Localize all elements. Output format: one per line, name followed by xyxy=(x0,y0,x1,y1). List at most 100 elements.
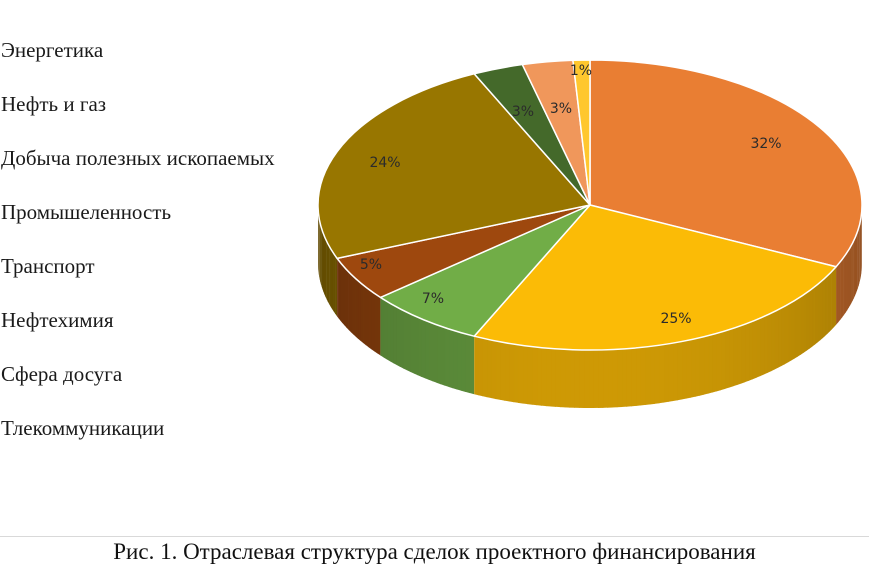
pie-wall-2 xyxy=(421,318,426,379)
pie-wall-1 xyxy=(781,306,785,367)
pie-wall-0 xyxy=(854,235,857,296)
pie-wall-1 xyxy=(672,342,678,402)
pie-wall-1 xyxy=(685,339,692,399)
pie-wall-1 xyxy=(486,339,492,399)
pie-wall-3 xyxy=(374,293,378,354)
pie-wall-4 xyxy=(327,243,330,305)
pie-wall-1 xyxy=(814,284,818,345)
pie-wall-1 xyxy=(593,349,599,408)
slice-label-0: 32% xyxy=(750,136,781,152)
pie-wall-1 xyxy=(545,348,552,407)
pie-wall-2 xyxy=(465,333,470,394)
pie-wall-3 xyxy=(340,262,343,324)
pie-wall-1 xyxy=(621,348,627,408)
pie-wall-1 xyxy=(583,349,590,408)
pie-wall-2 xyxy=(410,313,415,374)
pie-wall-1 xyxy=(541,347,547,407)
pie-wall-1 xyxy=(777,307,782,368)
pie-wall-3 xyxy=(360,282,364,344)
pie-wall-4 xyxy=(320,226,322,288)
pie-wall-1 xyxy=(806,290,810,351)
pie-wall-1 xyxy=(612,349,618,408)
slice-label-7: 1% xyxy=(570,63,592,79)
pie-wall-1 xyxy=(536,347,542,406)
pie-wall-1 xyxy=(474,336,479,396)
pie-wall-1 xyxy=(495,340,501,400)
pie-wall-1 xyxy=(752,319,757,380)
pie-wall-1 xyxy=(667,343,674,402)
pie-wall-1 xyxy=(829,271,832,332)
pie-wall-1 xyxy=(644,346,651,406)
pie-wall-1 xyxy=(724,329,730,390)
pie-wall-2 xyxy=(456,331,462,391)
pie-wall-0 xyxy=(859,220,861,282)
pie-wall-1 xyxy=(588,349,594,408)
pie-wall-4 xyxy=(335,255,338,317)
pie-wall-2 xyxy=(399,308,404,369)
pie-wall-1 xyxy=(499,341,506,401)
figure-caption: Рис. 1. Отраслевая структура сделок прое… xyxy=(113,539,756,564)
legend-entry-industry: Промышеленность xyxy=(1,200,172,224)
pie-wall-2 xyxy=(403,310,408,371)
legend-entry-telecom: Тлекоммуникации xyxy=(1,416,165,440)
pie-wall-1 xyxy=(513,344,519,403)
pie-wall-1 xyxy=(716,332,722,392)
pie-wall-2 xyxy=(383,299,388,360)
pie-wall-1 xyxy=(833,266,837,328)
pie-wall-1 xyxy=(800,294,804,355)
pie-wall-1 xyxy=(767,313,772,374)
pie-wall-0 xyxy=(838,261,841,323)
pie-wall-3 xyxy=(371,291,375,352)
pie-wall-0 xyxy=(849,244,852,306)
pie-chart: 32% 25% 7% 5% 24% 3% 3% 1% xyxy=(317,59,863,408)
slice-label-3: 5% xyxy=(360,257,382,273)
pie-wall-1 xyxy=(681,340,687,400)
pie-wall-0 xyxy=(845,252,848,313)
pie-wall-1 xyxy=(527,346,533,405)
pie-wall-1 xyxy=(508,343,515,403)
pie-wall-0 xyxy=(857,227,859,289)
pie-wall-1 xyxy=(663,343,669,403)
pie-wall-1 xyxy=(555,348,561,408)
pie-wall-1 xyxy=(703,335,709,395)
legend-entry-petrochemistry: Нефтехимия xyxy=(1,308,114,332)
pie-wall-1 xyxy=(550,348,556,407)
pie-wall-1 xyxy=(822,277,826,339)
slice-label-5: 3% xyxy=(512,104,534,120)
pie-wall-1 xyxy=(811,286,815,347)
pie-wall-2 xyxy=(444,327,450,388)
chart-legend: Энергетика Нефть и газ Добыча полезных и… xyxy=(0,0,310,460)
slice-label-1: 25% xyxy=(660,311,691,327)
pie-wall-1 xyxy=(626,348,632,407)
pie-wall-1 xyxy=(574,349,580,408)
pie-wall-1 xyxy=(607,349,613,408)
pie-wall-2 xyxy=(389,303,394,364)
pie-wall-3 xyxy=(338,260,341,322)
pie-wall-4 xyxy=(319,218,320,280)
pie-wall-3 xyxy=(348,271,352,333)
legend-entry-energetika: Энергетика xyxy=(1,38,104,62)
pie-wall-1 xyxy=(740,324,746,384)
pie-slice-7 xyxy=(572,59,591,206)
pie-wall-1 xyxy=(482,338,488,398)
slice-label-2: 7% xyxy=(422,291,444,307)
pie-wall-3 xyxy=(342,265,345,326)
legend-entry-leisure: Сфера досуга xyxy=(1,362,123,386)
pie-wall-3 xyxy=(376,295,381,356)
pie-wall-2 xyxy=(413,315,419,376)
pie-wall-3 xyxy=(363,284,367,346)
pie-wall-1 xyxy=(635,347,641,406)
pie-wall-3 xyxy=(337,258,339,319)
pie-wall-2 xyxy=(406,312,411,373)
pie-wall-3 xyxy=(355,278,359,339)
pie-labels: 32% 25% 7% 5% 24% 3% 3% 1% xyxy=(360,63,782,327)
pie-wall-0 xyxy=(843,254,846,316)
pie-wall-4 xyxy=(321,228,323,290)
pie-wall-0 xyxy=(860,217,861,279)
pie-wall-2 xyxy=(393,305,397,366)
pie-wall-2 xyxy=(460,332,466,392)
pie-wall-1 xyxy=(831,269,835,330)
pie-wall-3 xyxy=(350,274,354,335)
pie-wall-1 xyxy=(759,316,765,377)
caption-divider xyxy=(0,536,869,537)
